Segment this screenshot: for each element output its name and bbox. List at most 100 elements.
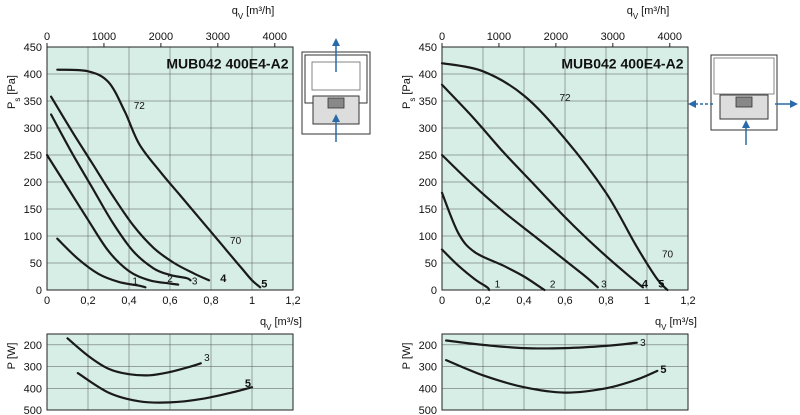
svg-text:qV[m³/s]: qV [m³/s] [260,316,302,332]
x-tick-label: 0,2 [80,295,95,307]
power-series-line-3 [445,339,638,350]
power-y-axis-label: P[W] [401,343,413,370]
series-label-3: 3 [601,279,607,290]
power-frame [46,333,294,411]
series-label-1: 1 [495,279,501,290]
power-frame [441,333,689,411]
power-y-tick-label: 200 [24,340,42,352]
x-tick-label: 0,8 [598,295,613,307]
power-y-tick-label: 300 [419,362,437,374]
y-tick-label: 400 [419,69,437,81]
power-y-axis-label: P[W] [6,343,18,370]
x-tick-label: 0,4 [121,295,136,307]
x2-tick-label: 1000 [92,31,116,43]
power-y-tick-label: 300 [24,362,42,374]
series-line-3 [440,153,599,289]
x-tick-label: 0,2 [475,295,490,307]
svg-text:qV[m³/s]: qV [m³/s] [655,316,697,332]
x-tick-label: 0 [439,295,445,307]
power-plot: 200 300 400 500 P[W] 3 5 [401,333,689,415]
series-label-5: 5 [658,278,664,290]
y-tick-label: 50 [30,258,42,270]
y-tick-label: 450 [24,42,42,54]
series-label-4: 4 [642,278,649,290]
y-axis-label: Ps[Pa] [401,75,417,109]
series-label-2: 2 [167,274,173,285]
airflow-side-diagram-icon [688,54,798,145]
y-tick-label: 350 [24,96,42,108]
power-series-label-3: 3 [204,353,210,364]
x-tick-label: 1 [644,295,650,307]
power-y-tick-label: 200 [419,340,437,352]
airflow-vertical-diagram-icon [301,38,371,142]
x-tick-label: 1,2 [680,295,695,307]
x2-tick-label: 4000 [658,31,682,43]
y-tick-label: 300 [419,123,437,135]
y-tick-label: 0 [36,285,42,297]
y-tick-label: 250 [419,150,437,162]
series-line-1 [440,248,491,292]
series-label-4: 4 [220,273,227,285]
series-label-3: 3 [192,277,198,288]
series-line-5 [440,62,669,292]
series-line-3 [50,113,192,282]
x-tick-label: 1,2 [285,295,300,307]
series-line-2 [440,191,546,292]
x2-tick-label: 0 [44,31,50,43]
y-tick-label: 250 [24,150,42,162]
series-label-1: 1 [132,277,138,288]
series-line-4 [440,83,644,289]
power-series-label-5: 5 [660,364,666,376]
x-axis-label: qV [m³/s] [260,316,302,332]
chart-title: MUB042 400E4-A2 [561,56,683,72]
power-y-tick-label: 500 [419,405,437,415]
y-tick-label: 100 [24,231,42,243]
chart-title: MUB042 400E4-A2 [166,56,288,72]
power-plot: 200 300 400 500 P[W] 3 5 [6,333,294,415]
series-line-5 [56,68,262,289]
x-tick-label: 0,6 [162,295,177,307]
power-series-line-5 [76,372,254,404]
annotation-label: 72 [559,93,571,104]
power-series-line-3 [66,337,202,377]
x-tick-label: 0,8 [203,295,218,307]
x2-axis-label: qV [m³/h] [232,5,275,21]
svg-text:Ps[Pa]: Ps[Pa] [401,75,417,109]
y-tick-label: 0 [431,285,437,297]
y-tick-label: 450 [419,42,437,54]
series-line-1 [56,237,147,289]
y-tick-label: 300 [24,123,42,135]
svg-text:qV[m³/h]: qV [m³/h] [627,5,670,21]
x2-tick-label: 0 [439,31,445,43]
x2-axis-label: qV [m³/h] [627,5,670,21]
annotation-label: 72 [134,101,146,112]
x2-tick-label: 3000 [601,31,625,43]
annotation-label: 70 [230,236,242,247]
plot-frame [441,46,689,291]
y-tick-label: 350 [419,96,437,108]
x-axis-label: qV [m³/s] [655,316,697,332]
x2-tick-label: 1000 [487,31,511,43]
y-tick-label: 200 [419,177,437,189]
x-tick-label: 1 [249,295,255,307]
svg-text:qV[m³/h]: qV [m³/h] [232,5,275,21]
x-tick-label: 0 [44,295,50,307]
x2-tick-label: 2000 [544,31,568,43]
power-series-line-5 [445,359,659,394]
y-tick-label: 200 [24,177,42,189]
series-label-5: 5 [261,278,267,290]
plot-frame [46,46,294,291]
x2-tick-label: 3000 [206,31,230,43]
y-tick-label: 150 [24,204,42,216]
x2-tick-label: 4000 [263,31,287,43]
power-y-tick-label: 400 [419,383,437,395]
y-axis-label: Ps[Pa] [6,75,22,109]
series-line-4 [50,95,211,282]
annotation-label: 70 [662,250,674,261]
x2-tick-label: 2000 [149,31,173,43]
svg-text:P[W]: P[W] [401,343,413,370]
y-tick-label: 100 [419,231,437,243]
